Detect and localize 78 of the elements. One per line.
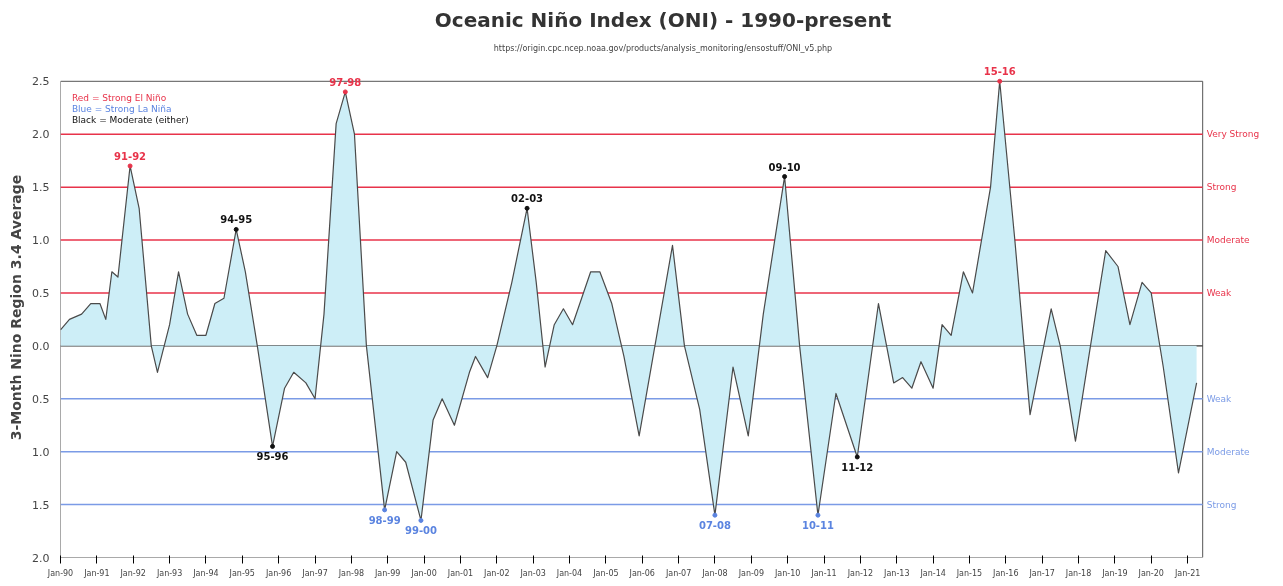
point: [270, 443, 276, 449]
data-label: 95-96: [256, 451, 289, 463]
data-label: 91-92: [114, 150, 147, 162]
data-label: 10-11: [801, 520, 834, 532]
data-label: 94-95: [220, 214, 253, 226]
x-tick-label: Jan-01: [446, 568, 474, 578]
data-label: 98-99: [368, 514, 401, 526]
x-tick-label: Jan-08: [701, 568, 728, 578]
x-tick-label: Jan-94: [192, 568, 219, 578]
annotation: Blue = Strong La Niña: [71, 104, 172, 115]
ref-line-label: Strong: [1206, 499, 1237, 510]
data-label: 02-03: [511, 193, 544, 205]
y-tick-label: 1.5: [32, 181, 50, 195]
ref-line-label: Strong: [1206, 182, 1237, 193]
ref-line-label: Weak: [1206, 393, 1233, 404]
point: [524, 205, 530, 211]
y-axis-title: 3-Month Nino Region 3.4 Average: [8, 174, 25, 441]
y-tick-label: 0.5: [32, 286, 50, 300]
point: [997, 78, 1003, 84]
x-tick-label: Jan-11: [810, 568, 837, 578]
x-tick-label: Jan-09: [737, 568, 765, 578]
x-tick-label: Jan-98: [337, 568, 365, 578]
x-tick-label: Jan-05: [592, 568, 619, 578]
point: [342, 89, 348, 95]
x-tick-label: Jan-17: [1028, 568, 1055, 578]
x-tick-label: Jan-20: [1137, 568, 1164, 578]
y-tick-label: 2.0: [32, 128, 50, 142]
x-tick-label: Jan-96: [264, 568, 292, 578]
x-tick-label: Jan-95: [228, 568, 255, 578]
x-tick-label: Jan-15: [955, 568, 983, 578]
y-tick-label: 1.0: [32, 234, 50, 248]
y-tick-label: 2.0: [32, 551, 50, 565]
x-tick-label: Jan-93: [155, 568, 183, 578]
x-tick-label: Jan-99: [374, 568, 401, 578]
x-tick-label: Jan-97: [301, 568, 328, 578]
ref-line-label: Moderate: [1206, 446, 1250, 457]
x-tick-label: Jan-12: [846, 568, 874, 578]
x-tick-label: Jan-13: [883, 568, 910, 578]
x-tick-label: Jan-03: [519, 568, 546, 578]
annotation: Red = Strong El Niño: [71, 93, 167, 104]
x-tick-label: Jan-04: [555, 568, 583, 578]
annotation: Black = Moderate (either): [71, 115, 189, 126]
x-tick-label: Jan-92: [119, 568, 146, 578]
data-label: 15-16: [983, 66, 1016, 78]
point: [127, 163, 133, 169]
point: [418, 517, 424, 523]
ref-line-label: Moderate: [1206, 235, 1250, 246]
data-label: 07-08: [698, 520, 731, 532]
point: [854, 454, 860, 460]
ref-line-label: Weak: [1206, 287, 1233, 298]
y-tick-label: 0.5: [32, 392, 50, 406]
x-tick-label: Jan-06: [628, 568, 655, 578]
y-tick-label: 1.5: [32, 498, 50, 512]
chart-subtitle: https://origin.cpc.ncep.noaa.gov/products/analysis_monitoring/ensostuff/ONI_v5.php: [493, 43, 833, 53]
y-tick-label: 1.0: [32, 445, 50, 459]
x-tick-label: Jan-02: [483, 568, 510, 578]
x-tick-label: Jan-19: [1101, 568, 1128, 578]
x-tick-label: Jan-91: [83, 568, 110, 578]
point: [233, 226, 239, 232]
point: [815, 512, 821, 518]
x-tick-label: Jan-21: [1173, 568, 1201, 578]
ref-line-label: Very Strong: [1206, 129, 1260, 140]
x-tick-label: Jan-14: [919, 568, 946, 578]
data-label: 99-00: [404, 525, 437, 537]
x-tick-label: Jan-90: [46, 568, 74, 578]
y-tick-label: 0.0: [32, 339, 50, 353]
y-tick-label: 2.5: [32, 75, 50, 89]
x-tick-label: Jan-16: [992, 568, 1019, 578]
x-tick-label: Jan-00: [410, 568, 437, 578]
point: [712, 512, 718, 518]
point: [382, 507, 388, 513]
x-tick-label: Jan-10: [773, 568, 801, 578]
point: [782, 174, 788, 180]
chart-title: Oceanic Niño Index (ONI) - 1990-present: [434, 7, 892, 32]
data-label: 09-10: [768, 161, 801, 173]
x-tick-label: Jan-18: [1064, 568, 1092, 578]
x-tick-label: Jan-07: [664, 568, 692, 578]
data-label: 11-12: [841, 461, 874, 473]
